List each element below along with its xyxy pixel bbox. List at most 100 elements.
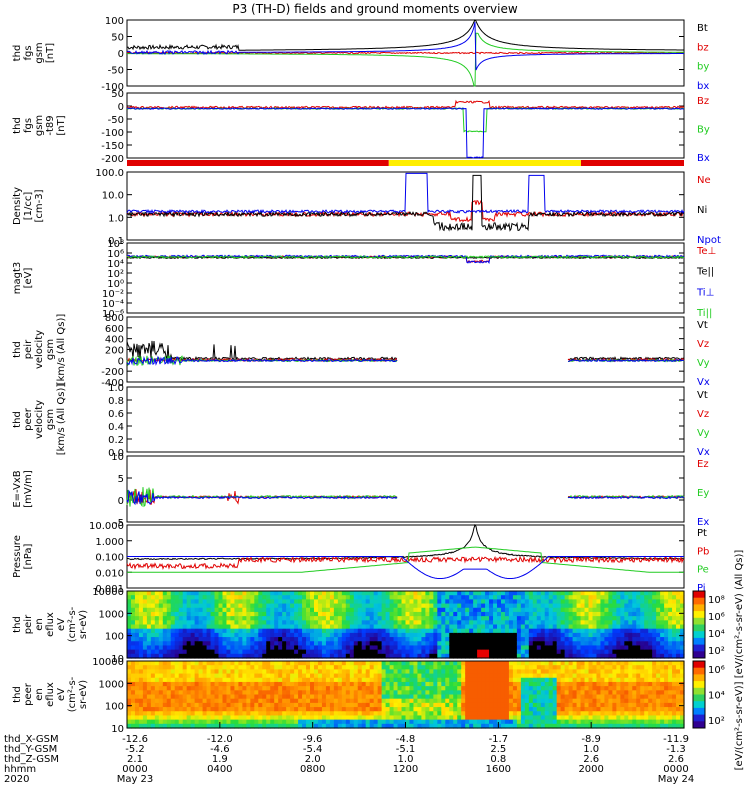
colorbar-label: [eV/(cm²-s-sr-eV)] [eV/(cm²-s-sr-eV) (Al… [734,550,745,771]
series-peir-Vx [126,355,685,366]
legend-Ex: Ex [697,517,709,528]
xaxis-value: -5.1 [396,744,416,755]
ylabel-line: (cm²-s- [67,606,78,642]
panel-frame [126,316,685,383]
ytick-label: 0 [118,102,124,113]
ylabel-line: [mV/m] [23,470,34,508]
xaxis-value: -5.2 [125,744,145,755]
xaxis-value: 2.0 [305,754,321,765]
ylabel-line: eflux [45,682,56,707]
colorbar-tick: 10² [708,716,725,727]
legend-Npot: Npot [697,235,721,246]
xaxis-value: 2000 [578,764,603,775]
xaxis-row-label: 2020 [4,774,29,785]
xaxis-value: 1.0 [583,744,599,755]
series-bx [126,21,684,71]
ytick-label: 10000 [92,657,124,668]
ylabel-line: E=-VxB [12,470,23,507]
ylabel-line: gsm [45,409,56,430]
ylabel-line: eV [56,618,67,631]
legend-Pi: Pi [697,583,706,594]
ylabel-line: sr-eV) [78,680,89,709]
legend-Ni: Ni [697,205,707,216]
xaxis-value: -5.4 [303,744,323,755]
ylabel-line: [km/s (All Qs)] [56,384,67,456]
ytick-label: 100.0 [95,168,124,179]
x-axis: thd_X-GSM -12.6 -12.0 -9.6 -4.8 -1.7 -8.9 -11.9… [4,722,694,785]
ytick-label: 1000 [99,679,124,690]
xaxis-value: May 23 [117,774,154,785]
ylabel-line: thd [12,341,23,358]
ytick-label: 100 [105,702,124,713]
xaxis-value: -1.7 [489,734,509,745]
ylabel-line: thd [12,45,23,62]
ytick-label: 10⁻⁴ [102,299,124,310]
ytick-label: -150 [101,141,124,152]
colorbar-tick: 10⁶ [708,612,725,623]
colorbar-peer: 10⁶ 10⁴ 10² [692,660,725,729]
colorbar-peir: 10⁸ 10⁶ 10⁴ 10² [692,590,725,659]
xaxis-value: -4.6 [210,744,230,755]
ytick-label: 0.1 [108,236,124,247]
ylabel-line: [nT] [56,115,67,135]
ytick-label: 1.0 [108,213,124,224]
ytick-label: 0.6 [108,409,124,420]
ylabel-line: (cm²-s- [67,676,78,712]
series-Ni [126,174,685,232]
ytick-label: 1000 [99,609,124,620]
ytick-label: 10⁰ [107,279,124,290]
ytick-label: 0.2 [108,435,124,446]
ylabel-line: velocity [34,400,45,439]
xaxis-value: 2.6 [583,754,599,765]
ytick-label: -200 [101,154,124,165]
xaxis-value: 2.1 [127,754,143,765]
colorbar-tick: 10⁴ [708,691,725,702]
series-Bx [126,107,685,159]
series-Pb [126,555,685,570]
xaxis-value: 0000 [122,764,147,775]
legend-Vx: Vx [697,447,710,458]
xaxis-value: -11.9 [663,734,689,745]
legend-Vt: Vt [697,390,708,401]
xaxis-value: 0.8 [490,754,506,765]
ytick-label: 0.100 [95,553,124,564]
ylabel-line: gsm [34,115,45,136]
ylabel-line: en [34,688,45,701]
colorbar-tick: 10² [708,646,725,657]
series-Pe [127,546,684,573]
ytick-label: -200 [101,367,124,378]
legend-Te||: Te|| [696,267,714,278]
ytick-label: 10⁸ [107,239,124,250]
xaxis-value: -4.8 [396,734,416,745]
ytick-label: 1.000 [95,537,124,548]
series-Bz [126,99,685,110]
ytick-label: 0 [118,496,124,507]
legend-Vt: Vt [697,320,708,331]
ytick-label: 10 [111,724,124,735]
ytick-label: 10⁻⁶ [102,309,124,320]
ylabel-line: thd [12,616,23,633]
legend-Ti||: Ti|| [696,308,712,319]
panel-peer-spectrogram: 10000 1000 100 10 thd peer en eflux eV (cm²-s-sr-… [12,657,685,735]
xaxis-value: -8.9 [581,734,601,745]
ytick-label: -50 [108,115,124,126]
ylabel-line: [km/s (All Qs)] [56,314,67,386]
legend-Pb: Pb [697,546,709,557]
panel-efield: 10 5 0 -5 E=-VxB [mV/m] Ez Ey Ex [12,452,709,529]
ylabel-line: -t89 [45,115,56,135]
ytick-label: 100 [105,632,124,643]
xaxis-value: 1.0 [398,754,414,765]
xaxis-value: May 24 [658,774,695,785]
ylabel-line: [nPa] [23,543,34,569]
xaxis-value: -1.3 [666,744,686,755]
legend-Ne: Ne [697,175,711,186]
ytick-label: 10⁻² [102,289,124,300]
ytick-label: 10000 [92,587,124,598]
ylabel-line: [eV] [23,268,34,289]
panel-peir-spectrogram: 10000 1000 100 10 thd peir en eflux eV (cm²-s-sr-… [12,587,685,665]
ylabel-line: Density [12,187,23,225]
legend-Pe: Pe [697,565,709,576]
xaxis-value: 0800 [300,764,325,775]
legend-Pt: Pt [697,528,707,539]
xaxis-value: 1200 [393,764,418,775]
